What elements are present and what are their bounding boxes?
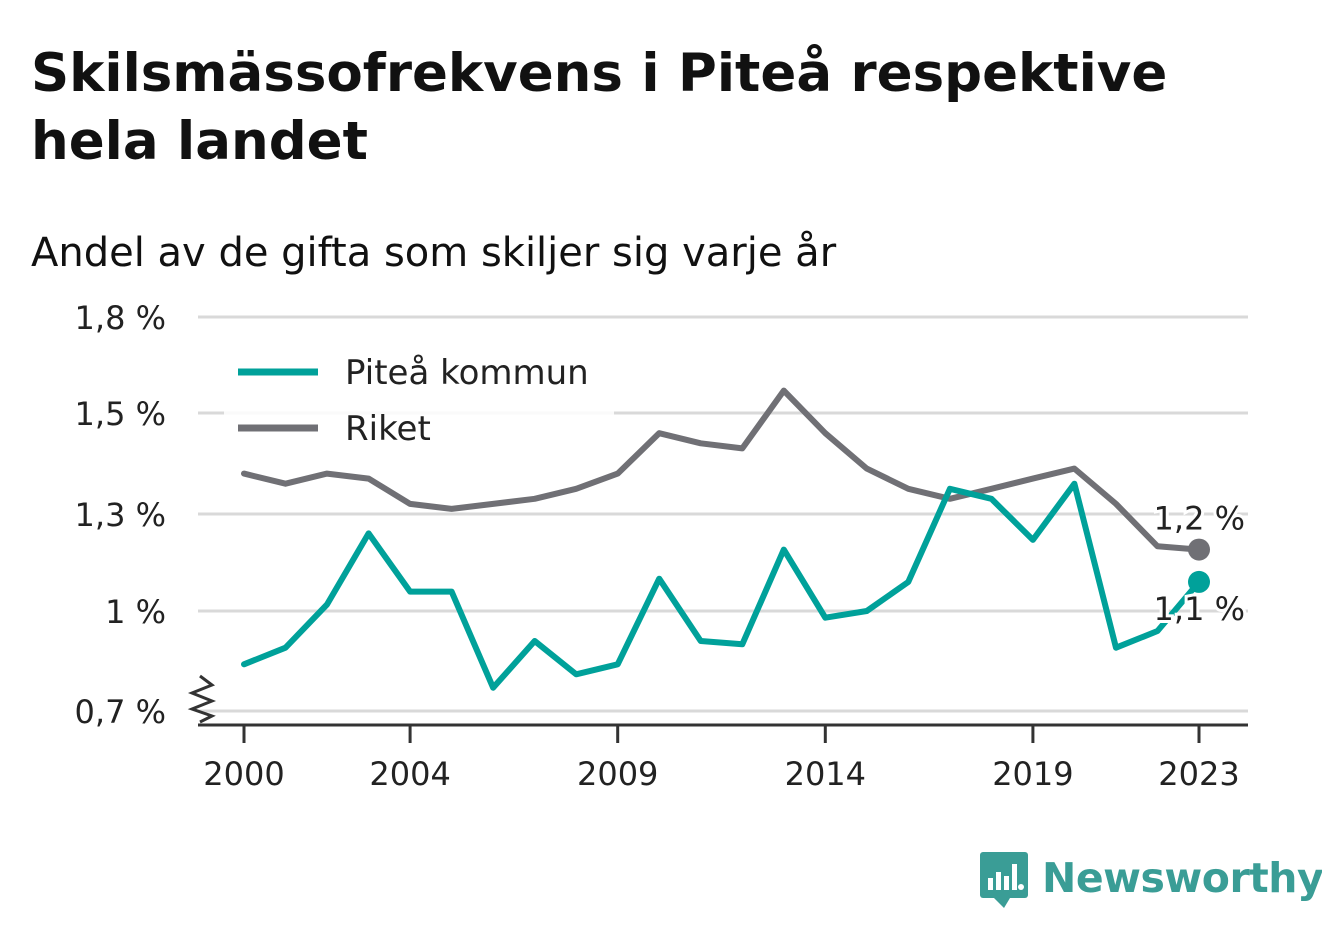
chart-title: Skilsmässofrekvens i Piteå respektive he… <box>31 43 1168 172</box>
end-point <box>1188 538 1210 561</box>
legend-label: Riket <box>345 409 431 449</box>
x-tick-label: 2019 <box>992 755 1073 793</box>
newsworthy-logo: Newsworthy <box>980 846 1322 910</box>
axes: 0,7 % 1 % 1,3 % 1,5 % 1,8 % 2000 2004 2009 2014 2… <box>75 299 1248 793</box>
y-tick-label: 1,8 % <box>75 299 166 337</box>
end-label: 1,2 % <box>1154 500 1245 538</box>
chart-subtitle: Andel av de gifta som skiljer sig varje … <box>31 230 837 276</box>
x-tick-label: 2009 <box>577 755 658 793</box>
x-tick-label: 2004 <box>369 755 450 793</box>
legend: Piteå kommun Riket <box>224 348 614 458</box>
y-tick-label: 0,7 % <box>75 693 166 731</box>
y-tick-label: 1,5 % <box>75 395 166 433</box>
series-line <box>241 387 1202 553</box>
x-tick-label: 2014 <box>785 755 866 793</box>
legend-background <box>224 348 614 458</box>
end-point <box>1188 570 1210 593</box>
series-line <box>241 480 1202 691</box>
x-tick-label: 2023 <box>1158 755 1239 793</box>
y-tick-label: 1 % <box>105 593 166 631</box>
end-label: 1,1 % <box>1154 590 1245 628</box>
bar-chart-speech-bubble-icon <box>980 852 1028 908</box>
y-tick-label: 1,3 % <box>75 496 166 534</box>
series-lines <box>241 387 1210 691</box>
end-labels: 1,2 % 1,1 % <box>1151 497 1248 631</box>
axis-break-icon <box>187 674 217 724</box>
grid-lines <box>198 315 1248 713</box>
legend-label: Piteå kommun <box>345 353 589 393</box>
x-tick-label: 2000 <box>203 755 284 793</box>
brand-name: Newsworthy <box>1042 854 1322 902</box>
